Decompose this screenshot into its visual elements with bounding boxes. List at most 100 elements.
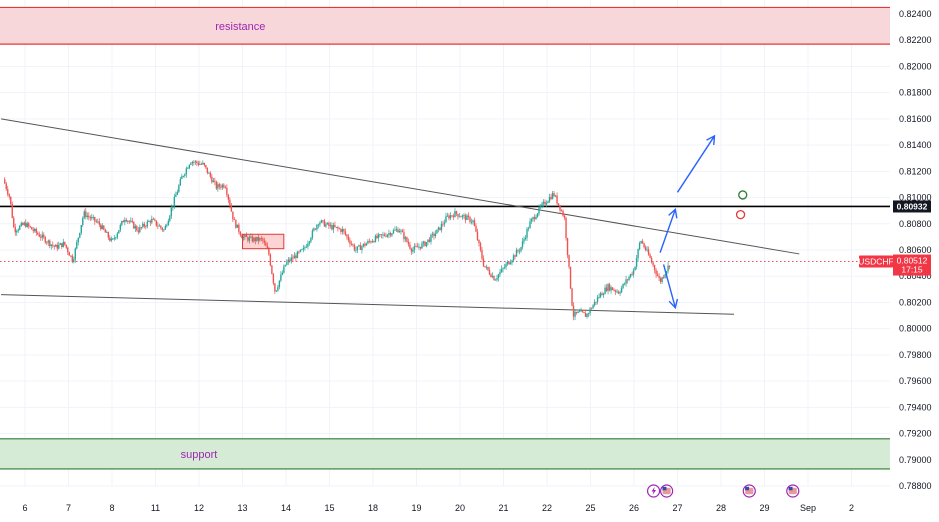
date-tick-label: 22 — [542, 503, 552, 513]
candle — [145, 226, 147, 228]
candle — [20, 223, 22, 226]
candle — [560, 210, 563, 212]
candle — [176, 191, 179, 195]
candle — [577, 311, 579, 314]
candle — [476, 231, 479, 241]
candle — [25, 222, 27, 227]
candle — [614, 290, 617, 292]
candle — [206, 167, 209, 173]
candle — [625, 279, 627, 284]
candle — [511, 260, 513, 263]
candle — [442, 223, 444, 225]
arrow-head-3 — [706, 134, 716, 145]
candle — [347, 236, 350, 241]
candle — [596, 297, 599, 303]
candle — [505, 264, 507, 268]
us-flag-icon-canton — [788, 486, 793, 491]
candle — [313, 228, 315, 231]
date-tick-label: 25 — [585, 503, 595, 513]
candle — [260, 237, 263, 239]
candle — [616, 291, 618, 293]
candle — [550, 196, 552, 199]
candle — [400, 230, 402, 232]
candle — [656, 274, 659, 276]
candle — [622, 283, 624, 288]
candle — [178, 185, 180, 192]
date-tick-label: 6 — [22, 503, 27, 513]
candle — [203, 162, 206, 166]
date-tick-label: 8 — [109, 503, 114, 513]
candle — [205, 165, 207, 168]
candle — [182, 175, 185, 177]
candle — [7, 189, 9, 195]
candle — [530, 219, 533, 222]
date-tick-label: 14 — [281, 503, 291, 513]
candle — [13, 217, 15, 228]
candle — [281, 272, 284, 275]
candle — [641, 241, 644, 244]
candle — [556, 195, 558, 204]
candle — [214, 180, 216, 182]
candle — [359, 245, 362, 250]
candle — [521, 241, 524, 248]
candle — [331, 225, 333, 230]
candle — [139, 227, 141, 233]
candle — [508, 261, 510, 265]
candle — [170, 207, 173, 216]
candle — [539, 206, 542, 208]
resistance-zone — [0, 7, 890, 45]
key-level — [0, 205, 890, 262]
price-tick-label: 0.80600 — [899, 245, 932, 255]
candle — [362, 243, 365, 247]
candle — [98, 221, 100, 225]
candle — [604, 287, 606, 295]
candle — [353, 245, 356, 251]
price-axis[interactable]: 0.82400 0.82200 0.82000 0.81800 0.81600 0.814… — [899, 9, 932, 491]
candle — [248, 237, 251, 241]
candle — [475, 226, 477, 232]
candle — [43, 234, 45, 238]
candle — [575, 311, 578, 314]
candle — [197, 163, 200, 165]
candle — [283, 266, 285, 273]
candle — [599, 293, 602, 297]
candle — [668, 265, 671, 268]
candle — [451, 215, 453, 217]
candle — [380, 234, 383, 236]
green-circle-marker — [738, 190, 748, 200]
candle — [44, 237, 46, 243]
trendlines — [0, 118, 800, 315]
candle — [583, 312, 585, 314]
candle — [374, 235, 377, 242]
candle — [62, 241, 64, 247]
candle — [631, 274, 633, 275]
candle — [134, 226, 137, 229]
candle — [617, 291, 620, 294]
candle — [559, 205, 561, 211]
candle — [143, 223, 146, 227]
candle — [574, 311, 576, 317]
candle — [65, 244, 67, 248]
candle — [275, 290, 278, 292]
candle — [545, 203, 548, 205]
candle — [640, 241, 642, 244]
candle — [658, 275, 660, 278]
candle — [49, 240, 51, 247]
candle — [97, 221, 99, 223]
price-tick-label: 0.82000 — [899, 61, 932, 71]
candle — [202, 162, 204, 165]
candle — [565, 217, 567, 238]
candle — [250, 236, 252, 238]
symbol-tag-box — [859, 255, 893, 268]
candle — [251, 236, 254, 242]
candle — [157, 225, 159, 227]
candle — [466, 215, 468, 221]
candle — [257, 236, 260, 241]
candle — [458, 216, 461, 218]
candle — [92, 216, 94, 218]
candle — [230, 206, 233, 212]
candle — [385, 235, 387, 237]
candle — [395, 229, 398, 231]
time-axis[interactable]: 6 7 8 11 12 13 14 15 18 19 20 21 22 25 26 27 28 29 Sep 2 — [22, 484, 854, 513]
